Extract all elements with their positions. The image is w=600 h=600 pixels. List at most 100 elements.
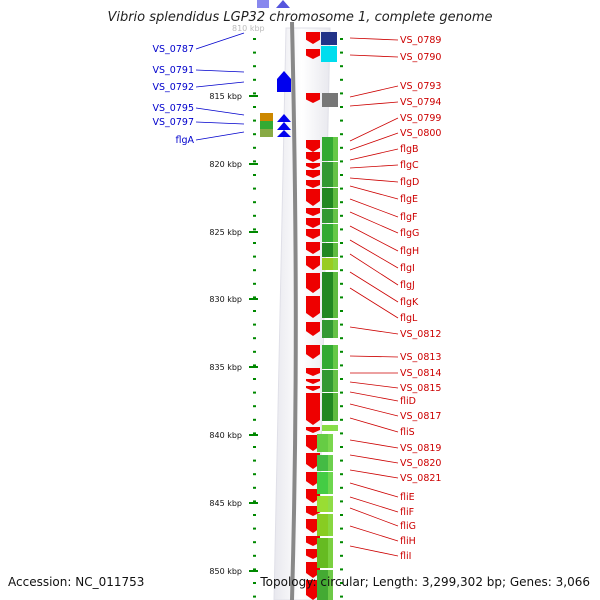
reverse-gene-arrow[interactable] bbox=[306, 93, 320, 103]
reverse-gene-arrow[interactable] bbox=[306, 472, 320, 486]
right-dot bbox=[340, 65, 343, 68]
reverse-gene-arrow[interactable] bbox=[306, 379, 320, 384]
right-gene-label[interactable]: VS_0821 bbox=[400, 473, 441, 484]
right-gene-label[interactable]: flgB bbox=[400, 144, 419, 155]
reverse-gene-arrow[interactable] bbox=[306, 580, 320, 600]
right-leader-line bbox=[349, 164, 399, 169]
right-gene-label[interactable]: VS_0820 bbox=[400, 458, 441, 469]
scale-label: 815 kbp bbox=[209, 92, 242, 101]
top-forward-arrow[interactable] bbox=[276, 0, 290, 8]
left-gene-label[interactable]: VS_0791 bbox=[153, 65, 194, 76]
right-gene-label[interactable]: flgJ bbox=[400, 280, 415, 291]
right-gene-label[interactable]: VS_0789 bbox=[400, 35, 441, 46]
block-flga[interactable] bbox=[260, 129, 273, 137]
right-gene-label[interactable]: VS_0800 bbox=[400, 128, 441, 139]
reverse-gene-arrow[interactable] bbox=[306, 140, 320, 152]
right-gene-label[interactable]: fliD bbox=[400, 396, 416, 407]
right-gene-label[interactable]: VS_0794 bbox=[400, 97, 441, 108]
reverse-gene-arrow[interactable] bbox=[306, 549, 320, 559]
right-leader-line bbox=[349, 185, 399, 200]
right-gene-label[interactable]: flgC bbox=[400, 160, 419, 171]
right-gene-label[interactable]: flgH bbox=[400, 246, 419, 257]
reverse-gene-arrow[interactable] bbox=[306, 345, 320, 359]
conservation-highlight bbox=[333, 320, 338, 338]
reverse-gene-arrow[interactable] bbox=[306, 256, 320, 270]
reverse-gene-arrow[interactable] bbox=[306, 218, 320, 228]
gene-vs0797-arrow[interactable] bbox=[277, 122, 291, 130]
right-gene-label[interactable]: flgF bbox=[400, 212, 417, 223]
reverse-gene-arrow[interactable] bbox=[306, 32, 320, 44]
right-gene-label[interactable]: fliF bbox=[400, 507, 414, 518]
reverse-gene-arrow[interactable] bbox=[306, 435, 320, 451]
scale-major-tick bbox=[249, 570, 258, 572]
right-gene-label[interactable]: VS_0817 bbox=[400, 411, 441, 422]
reverse-gene-arrow[interactable] bbox=[306, 519, 320, 533]
right-gene-label[interactable]: flgG bbox=[400, 228, 419, 239]
reverse-gene-arrow[interactable] bbox=[306, 49, 320, 59]
conservation-block bbox=[322, 425, 338, 431]
reverse-gene-arrow[interactable] bbox=[306, 180, 320, 188]
reverse-gene-arrow[interactable] bbox=[306, 427, 320, 433]
right-gene-label[interactable]: VS_0815 bbox=[400, 383, 441, 394]
left-gene-labels[interactable]: VS_0787 VS_0791 VS_0792 VS_0795 VS_0797 flgA bbox=[153, 32, 245, 146]
right-dot bbox=[340, 187, 343, 190]
reverse-gene-arrow[interactable] bbox=[306, 386, 320, 391]
reverse-genes[interactable] bbox=[306, 32, 320, 600]
left-gene-label[interactable]: VS_0795 bbox=[153, 103, 194, 114]
reverse-gene-arrow[interactable] bbox=[306, 163, 320, 169]
reverse-gene-arrow[interactable] bbox=[306, 273, 320, 293]
left-gene-label[interactable]: VS_0797 bbox=[153, 117, 194, 128]
gene-vs0795-arrow[interactable] bbox=[277, 114, 291, 122]
block-vs0790[interactable] bbox=[321, 46, 337, 62]
left-gene-label[interactable]: flgA bbox=[175, 135, 194, 146]
right-gene-label[interactable]: flgE bbox=[400, 194, 418, 205]
right-gene-label[interactable]: fliE bbox=[400, 492, 415, 503]
left-gene-label[interactable]: VS_0792 bbox=[153, 82, 194, 93]
reverse-gene-arrow[interactable] bbox=[306, 506, 320, 516]
top-forward-gene[interactable] bbox=[257, 0, 269, 8]
reverse-gene-arrow[interactable] bbox=[306, 229, 320, 239]
right-gene-label[interactable]: VS_0793 bbox=[400, 81, 441, 92]
right-gene-label[interactable]: VS_0790 bbox=[400, 52, 441, 63]
right-gene-label[interactable]: fliG bbox=[400, 521, 416, 532]
reverse-gene-arrow[interactable] bbox=[306, 322, 320, 336]
right-gene-label[interactable]: fliH bbox=[400, 536, 416, 547]
scale-dot bbox=[253, 187, 256, 190]
right-gene-label[interactable]: flgD bbox=[400, 177, 419, 188]
accession-label: Accession: NC_011753 bbox=[8, 575, 145, 589]
right-leader-line bbox=[349, 403, 399, 417]
block-vs0797[interactable] bbox=[260, 121, 273, 129]
right-gene-labels[interactable]: VS_0789 VS_0790 VS_0793 VS_0794 VS_0799 VS_08… bbox=[349, 35, 441, 562]
block-vs0795[interactable] bbox=[260, 113, 273, 121]
reverse-gene-arrow[interactable] bbox=[306, 152, 320, 162]
right-gene-label[interactable]: VS_0799 bbox=[400, 113, 441, 124]
right-gene-label[interactable]: VS_0813 bbox=[400, 352, 441, 363]
conservation-highlight bbox=[333, 209, 338, 223]
gene-flga-arrow[interactable] bbox=[277, 130, 291, 137]
right-gene-label[interactable]: fliI bbox=[400, 551, 411, 562]
gene-vs0792[interactable] bbox=[277, 71, 291, 92]
reverse-gene-arrow[interactable] bbox=[306, 189, 320, 206]
scale-dot bbox=[253, 282, 256, 285]
reverse-gene-arrow[interactable] bbox=[306, 489, 320, 503]
left-gene-label[interactable]: VS_0787 bbox=[153, 44, 194, 55]
reverse-gene-arrow[interactable] bbox=[306, 368, 320, 376]
reverse-gene-arrow[interactable] bbox=[306, 562, 320, 578]
right-gene-label[interactable]: fliS bbox=[400, 427, 415, 438]
reverse-gene-arrow[interactable] bbox=[306, 393, 320, 425]
reverse-gene-arrow[interactable] bbox=[306, 536, 320, 546]
right-gene-label[interactable]: VS_0812 bbox=[400, 329, 441, 340]
block-vs0793[interactable] bbox=[322, 93, 338, 107]
right-gene-label[interactable]: VS_0819 bbox=[400, 443, 441, 454]
right-gene-label[interactable]: flgI bbox=[400, 263, 415, 274]
reverse-gene-arrow[interactable] bbox=[306, 242, 320, 254]
block-vs0789[interactable] bbox=[321, 32, 337, 45]
right-gene-label[interactable]: flgL bbox=[400, 313, 418, 324]
reverse-gene-arrow[interactable] bbox=[306, 453, 320, 469]
right-gene-label[interactable]: VS_0814 bbox=[400, 368, 441, 379]
reverse-gene-arrow[interactable] bbox=[306, 296, 320, 318]
reverse-gene-arrow[interactable] bbox=[306, 208, 320, 216]
reverse-gene-arrow[interactable] bbox=[306, 170, 320, 178]
right-gene-label[interactable]: flgK bbox=[400, 297, 419, 308]
